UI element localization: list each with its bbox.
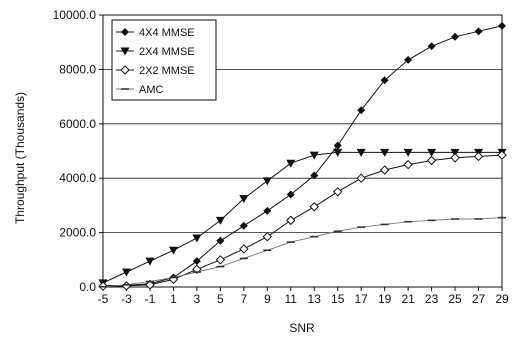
legend-marker: [120, 65, 130, 75]
data-point: [286, 215, 296, 226]
data-point: [498, 21, 506, 30]
x-tick-label: -5: [98, 292, 109, 306]
x-tick-label: 21: [401, 292, 415, 306]
data-point: [333, 141, 342, 150]
data-point: [450, 148, 460, 157]
data-point: [333, 148, 343, 157]
data-point: [262, 177, 272, 186]
data-point: [356, 148, 366, 157]
y-tick-label: 8000.0: [59, 62, 96, 76]
y-tick-label: 4000.0: [59, 171, 96, 185]
data-point: [403, 148, 413, 157]
data-point: [357, 106, 366, 115]
data-point: [404, 55, 413, 64]
data-point: [403, 159, 413, 170]
x-axis-ticks: -5 -3 -1 1 3 5 7 9 11 13 15 17 19 21 23 25 27 29: [98, 287, 509, 306]
x-tick-label: 17: [354, 292, 368, 306]
data-series: [98, 21, 507, 291]
data-point: [309, 202, 319, 212]
data-point: [332, 187, 343, 197]
series-group: [99, 216, 506, 288]
data-point: [309, 151, 319, 160]
data-point: [239, 244, 249, 254]
data-point: [473, 151, 484, 162]
legend-marker: [121, 28, 129, 36]
data-point: [145, 257, 155, 266]
data-point: [450, 153, 460, 163]
data-point: [380, 148, 390, 157]
data-point: [168, 246, 178, 255]
data-point: [239, 221, 248, 230]
data-point: [310, 171, 319, 180]
y-tick-label: 10000.0: [53, 8, 97, 22]
data-point: [474, 27, 483, 36]
x-tick-label: 15: [331, 292, 345, 306]
x-tick-label: 23: [425, 292, 439, 306]
data-point: [380, 76, 389, 85]
data-point: [426, 155, 437, 166]
y-axis-title: Throughput (Thousands): [13, 92, 27, 224]
series-line: [102, 151, 502, 284]
x-tick-label: 11: [285, 292, 298, 306]
y-tick-label: 0.0: [79, 280, 96, 294]
x-tick-label: 9: [264, 292, 271, 306]
data-point: [451, 32, 460, 41]
series-group: [98, 150, 507, 291]
data-point: [215, 216, 225, 225]
x-tick-label: 19: [378, 292, 392, 306]
legend: 4X4 MMSE 2X4 MMSE 2X2 MMSE AMC: [111, 19, 217, 101]
data-point: [121, 268, 131, 277]
data-point: [356, 173, 366, 183]
data-point: [497, 150, 507, 160]
data-point: [286, 159, 296, 168]
legend-label: 2X2 MMSE: [139, 65, 195, 77]
series-line: [102, 154, 503, 287]
legend-label: AMC: [139, 84, 164, 96]
data-point: [286, 190, 295, 199]
data-point: [262, 231, 273, 242]
y-tick-label: 2000.0: [59, 226, 96, 240]
data-point: [192, 257, 201, 266]
data-point: [239, 195, 249, 204]
x-tick-label: 1: [170, 292, 177, 306]
x-axis-title: SNR: [289, 321, 315, 335]
data-point: [263, 206, 272, 215]
y-tick-label: 6000.0: [59, 117, 96, 131]
series-line: [102, 217, 503, 288]
x-tick-label: -3: [121, 292, 132, 306]
series-group: [98, 148, 507, 288]
data-point: [427, 42, 436, 51]
data-point: [427, 148, 437, 157]
data-point: [216, 236, 225, 245]
data-point: [145, 280, 155, 290]
x-tick-label: 29: [495, 292, 509, 306]
legend-label: 2X4 MMSE: [139, 46, 195, 58]
x-tick-label: 13: [308, 292, 322, 306]
data-point: [192, 234, 202, 243]
legend-box: [111, 19, 217, 101]
x-tick-label: -1: [145, 292, 156, 306]
x-tick-label: 7: [240, 292, 247, 306]
legend-marker: [120, 47, 130, 56]
data-point: [379, 165, 390, 175]
y-axis-ticks: 0.0 2000.0 4000.0 6000.0 8000.0 10000.0: [53, 8, 103, 294]
x-tick-label: 25: [448, 292, 462, 306]
legend-label: 4X4 MMSE: [139, 27, 195, 39]
x-tick-label: 5: [217, 292, 224, 306]
data-point: [121, 281, 132, 291]
x-tick-label: 27: [472, 292, 486, 306]
x-tick-label: 3: [194, 292, 201, 306]
data-point: [215, 255, 226, 265]
